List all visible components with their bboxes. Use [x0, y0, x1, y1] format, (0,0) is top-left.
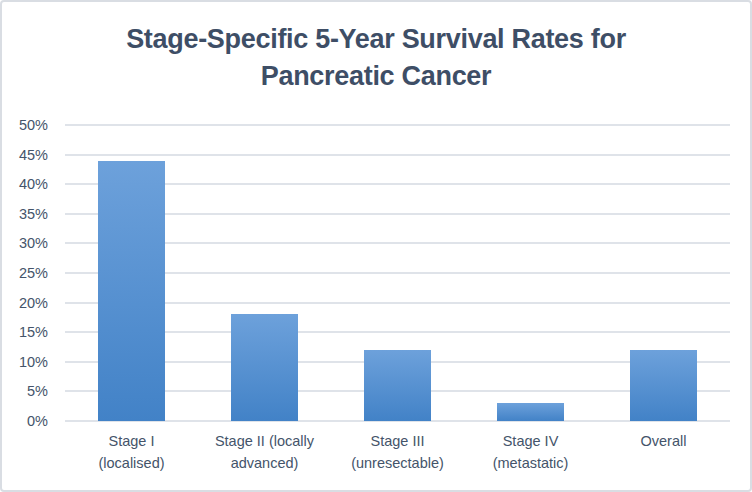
category-label-line: advanced) — [198, 452, 331, 474]
category-label-line: Stage I — [65, 430, 198, 452]
y-axis-tick-label: 40% — [19, 176, 48, 192]
category-label-line: (localised) — [65, 452, 198, 474]
category-label: Overall — [597, 430, 730, 452]
y-axis-tick-label: 0% — [27, 413, 48, 429]
category-label-line: (unresectable) — [331, 452, 464, 474]
y-axis-tick-label: 45% — [19, 147, 48, 163]
y-axis-tick-label: 20% — [19, 295, 48, 311]
bar-3 — [364, 350, 431, 421]
bar-5 — [630, 350, 697, 421]
y-axis-tick-label: 30% — [19, 235, 48, 251]
category-label-line: Stage II (locally — [198, 430, 331, 452]
y-axis-tick-label: 35% — [19, 206, 48, 222]
bar-4 — [497, 403, 564, 421]
bar-2 — [231, 314, 298, 421]
category-label: Stage IV(metastatic) — [464, 430, 597, 474]
category-label: Stage I(localised) — [65, 430, 198, 474]
y-axis-tick-label: 15% — [19, 324, 48, 340]
y-axis-tick-label: 25% — [19, 265, 48, 281]
x-axis: Stage I(localised)Stage II (locallyadvan… — [65, 430, 730, 482]
category-label-line: Stage III — [331, 430, 464, 452]
category-label: Stage III(unresectable) — [331, 430, 464, 474]
chart-title: Stage-Specific 5-Year Survival Rates for… — [76, 21, 676, 95]
y-axis-tick-label: 5% — [27, 383, 48, 399]
gridline — [65, 124, 730, 126]
category-label-line: Stage IV — [464, 430, 597, 452]
y-axis-tick-label: 10% — [19, 354, 48, 370]
category-label: Stage II (locallyadvanced) — [198, 430, 331, 474]
y-axis-tick-label: 50% — [19, 117, 48, 133]
gridline — [65, 154, 730, 156]
category-label-line: Overall — [597, 430, 730, 452]
plot-area — [65, 125, 730, 421]
y-axis: 0%5%10%15%20%25%30%35%40%45%50% — [2, 125, 58, 421]
survival-rates-bar-chart: Stage-Specific 5-Year Survival Rates for… — [0, 0, 752, 492]
category-label-line: (metastatic) — [464, 452, 597, 474]
bar-1 — [98, 161, 165, 421]
